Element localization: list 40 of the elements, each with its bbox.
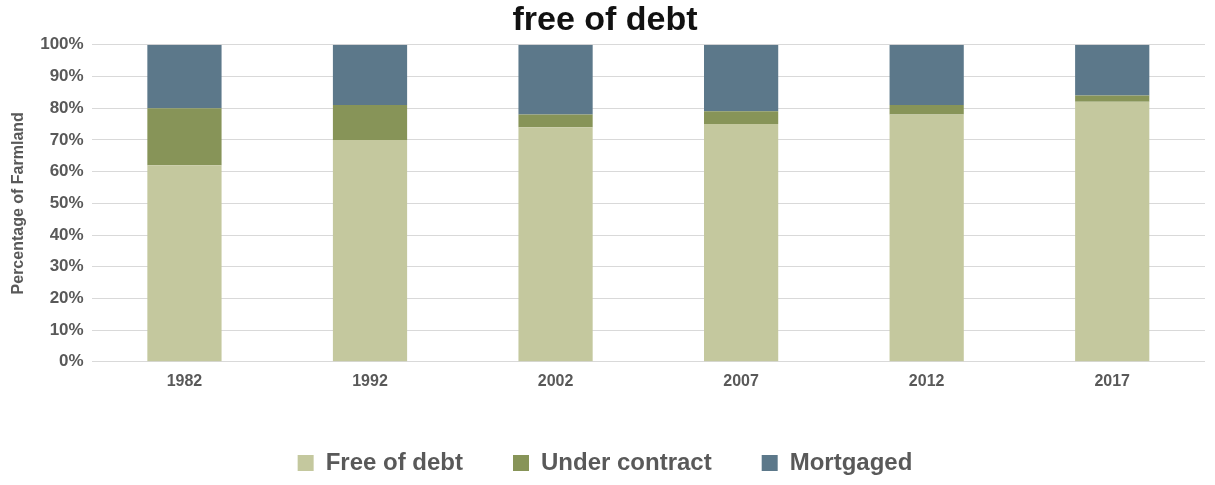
y-tick-label: 100% xyxy=(40,34,84,54)
bar xyxy=(518,127,593,362)
bar xyxy=(147,108,222,166)
legend-label: Mortgaged xyxy=(789,447,913,475)
x-tick-label: 2012 xyxy=(908,371,945,389)
bar xyxy=(518,114,593,128)
bar xyxy=(889,105,964,115)
y-tick-label: 70% xyxy=(49,129,84,149)
y-tick-label: 50% xyxy=(49,192,84,212)
bar xyxy=(704,124,779,362)
bar xyxy=(332,139,408,362)
bar xyxy=(1075,44,1150,96)
y-tick-label: 10% xyxy=(49,319,84,339)
legend-label: Under contract xyxy=(540,447,712,475)
bar xyxy=(332,44,408,106)
x-tick-label: 2017 xyxy=(1094,371,1131,389)
legend-label: Free of debt xyxy=(325,447,463,475)
x-tick-label: 2007 xyxy=(723,371,760,389)
bar xyxy=(332,105,408,140)
bar xyxy=(518,44,593,115)
y-tick-label: 30% xyxy=(49,256,84,276)
y-tick-label: 60% xyxy=(49,161,84,181)
bar xyxy=(704,44,779,112)
chart-title: free of debt xyxy=(512,0,698,37)
y-tick-label: 20% xyxy=(49,288,84,308)
bar xyxy=(704,111,779,125)
bar xyxy=(889,44,964,106)
y-tick-label: 40% xyxy=(49,224,84,244)
x-tick-label: 2002 xyxy=(537,371,574,389)
y-axis-title: Percentage of Farmland xyxy=(9,112,27,295)
bar xyxy=(889,114,964,362)
bar xyxy=(1075,101,1150,362)
y-tick-label: 80% xyxy=(49,97,84,117)
x-tick-label: 1982 xyxy=(166,371,203,389)
y-tick-label: 0% xyxy=(59,351,84,371)
bar xyxy=(147,44,222,109)
bar xyxy=(147,165,222,362)
bar xyxy=(1075,95,1150,102)
y-tick-label: 90% xyxy=(49,66,84,86)
x-tick-label: 1992 xyxy=(352,371,388,389)
